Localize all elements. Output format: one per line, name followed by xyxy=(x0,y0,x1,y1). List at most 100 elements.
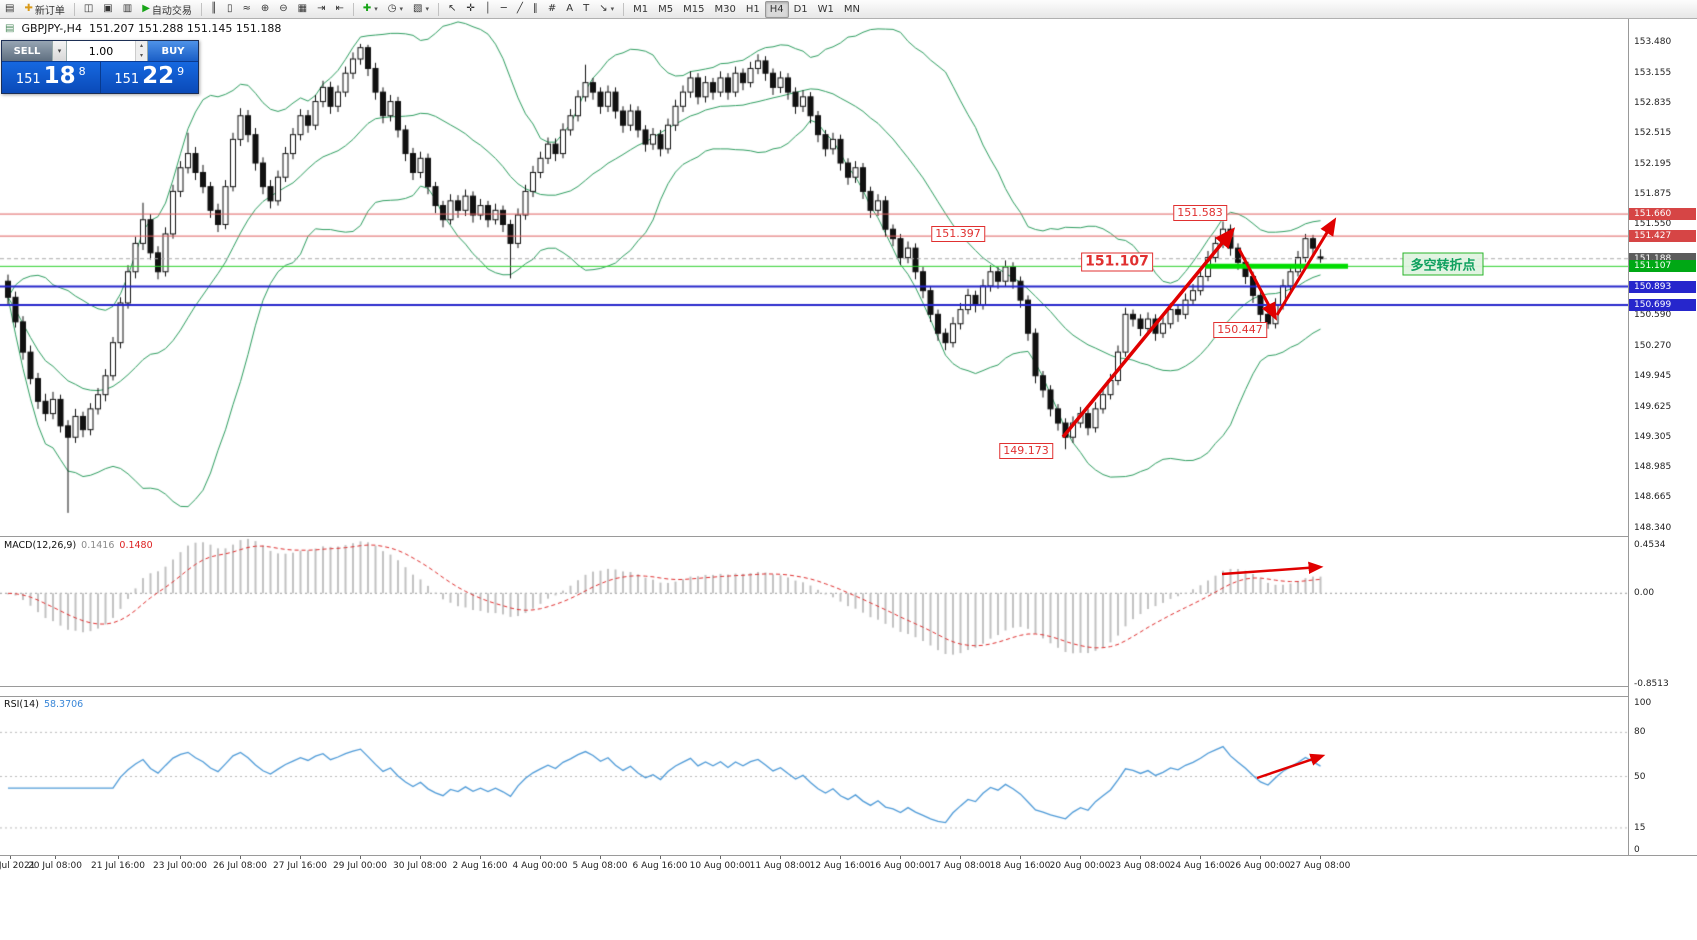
equidistant-channel-button[interactable]: ∥ xyxy=(528,1,543,18)
equidistant-channel-icon: ∥ xyxy=(532,3,538,14)
timeframe-w1-button[interactable]: W1 xyxy=(813,1,839,18)
chart-shift-button[interactable]: ⇤ xyxy=(330,1,348,18)
timeframe-d1-button[interactable]: D1 xyxy=(789,1,813,18)
toolbar-separator xyxy=(352,2,354,16)
tile-windows-button[interactable]: ▦ xyxy=(293,1,312,18)
cursor-icon: ↖ xyxy=(447,3,457,14)
timeframe-m30-button-label: M30 xyxy=(714,3,736,15)
turn-point-label[interactable]: 多空转折点 xyxy=(1402,252,1484,276)
ohlc-values: 151.207 151.288 151.145 151.188 xyxy=(88,22,282,35)
horizontal-line-button[interactable]: ─ xyxy=(496,1,512,18)
crosshair-button[interactable]: ✛ xyxy=(461,1,479,18)
time-label: 24 Aug 16:00 xyxy=(1169,861,1231,871)
timeframe-m30-button[interactable]: M30 xyxy=(709,1,740,18)
auto-scroll-button[interactable]: ⇥ xyxy=(312,1,330,18)
time-label: 29 Jul 00:00 xyxy=(333,861,387,871)
text-button[interactable]: A xyxy=(561,1,578,18)
new-order-icon: ✚ xyxy=(24,3,33,14)
time-tick xyxy=(780,856,781,859)
templates-button[interactable]: ▧ ▾ xyxy=(408,1,434,18)
volume-stepper[interactable]: ▴ ▾ xyxy=(135,41,147,61)
periods-button[interactable]: ◷ ▾ xyxy=(383,1,408,18)
vertical-line-button[interactable]: │ xyxy=(480,1,496,18)
trendline-button[interactable]: ╱ xyxy=(512,1,528,18)
time-tick xyxy=(540,856,541,859)
timeframe-m15-button-label: M15 xyxy=(683,3,705,15)
price-axis[interactable]: 153.480 153.155 152.835 152.515 152.195 151.8… xyxy=(1628,18,1697,855)
chevron-down-icon: ▾ xyxy=(425,5,429,13)
sell-button[interactable]: SELL xyxy=(2,41,52,61)
rsi-canvas[interactable] xyxy=(0,697,1628,855)
arrows-button[interactable]: ↘ ▾ xyxy=(594,1,619,18)
volume-input[interactable] xyxy=(67,41,135,61)
time-tick xyxy=(360,856,361,859)
zoom-out-button[interactable]: ⊖ xyxy=(274,1,292,18)
time-label: 20 Jul 08:00 xyxy=(28,861,82,871)
time-label: 17 Aug 08:00 xyxy=(929,861,991,871)
time-label: 5 Aug 08:00 xyxy=(572,861,628,871)
data-window-button[interactable]: ▣ xyxy=(98,1,117,18)
order-type-dropdown[interactable]: ▾ xyxy=(52,41,66,61)
vertical-line-icon: │ xyxy=(484,3,491,14)
time-tick xyxy=(480,856,481,859)
market-watch-button[interactable]: ◫ xyxy=(79,1,98,18)
panel-separator[interactable] xyxy=(0,696,1697,697)
chart-icon: ▤ xyxy=(5,23,15,34)
cursor-button[interactable]: ↖ xyxy=(443,1,461,18)
terminal-button[interactable]: ▥ xyxy=(118,1,137,18)
rsi-axis-tick: 80 xyxy=(1634,727,1646,738)
time-label: 27 Aug 08:00 xyxy=(1289,861,1351,871)
buy-button[interactable]: BUY xyxy=(148,41,198,61)
annotation-price-label[interactable]: 151.107 xyxy=(1081,252,1153,272)
timeframe-m15-button[interactable]: M15 xyxy=(678,1,709,18)
timeframe-m5-button-label: M5 xyxy=(658,3,674,15)
chart-header: ▤ GBPJPY-,H4 151.207 151.288 151.145 151… xyxy=(5,22,281,35)
auto-scroll-icon: ⇥ xyxy=(317,3,326,14)
time-tick xyxy=(180,856,181,859)
panel-separator[interactable] xyxy=(0,536,1697,537)
timeframe-h4-button[interactable]: H4 xyxy=(764,0,789,18)
fibonacci-button[interactable]: # xyxy=(543,1,561,18)
buy-price-display[interactable]: 151 22 9 xyxy=(99,62,198,93)
new-order-button[interactable]: ✚ 新订单 xyxy=(19,1,69,18)
volume-up-icon[interactable]: ▴ xyxy=(136,41,147,51)
label-button[interactable]: T xyxy=(578,1,594,18)
new-order-button-label: 新订单 xyxy=(34,5,65,17)
annotation-price-label[interactable]: 151.583 xyxy=(1173,205,1227,221)
candlestick-chart-button[interactable]: ▯ xyxy=(222,1,238,18)
chart-window-button[interactable]: ▤ xyxy=(0,1,19,18)
timeframe-h4-button-label: H4 xyxy=(769,3,784,15)
toolbar-separator xyxy=(623,2,625,16)
price-tick: 153.155 xyxy=(1634,67,1672,78)
timeframe-m1-button[interactable]: M1 xyxy=(628,1,653,18)
time-label: 26 Aug 00:00 xyxy=(1229,861,1291,871)
toolbar-separator xyxy=(73,2,75,16)
indicators-button[interactable]: ✚ ▾ xyxy=(358,1,383,18)
annotation-price-label[interactable]: 150.447 xyxy=(1213,322,1267,338)
annotation-price-label[interactable]: 151.397 xyxy=(931,226,985,242)
bar-chart-button[interactable]: ║ xyxy=(206,1,222,18)
time-tick xyxy=(1020,856,1021,859)
annotation-price-label[interactable]: 149.173 xyxy=(999,443,1053,459)
panel-separator[interactable] xyxy=(0,686,1697,687)
time-tick xyxy=(900,856,901,859)
time-tick xyxy=(118,856,119,859)
price-tick: 152.195 xyxy=(1634,158,1672,169)
timeframe-m5-button[interactable]: M5 xyxy=(653,1,678,18)
zoom-in-button[interactable]: ⊕ xyxy=(256,1,274,18)
volume-down-icon[interactable]: ▾ xyxy=(136,51,147,61)
line-chart-button[interactable]: ≈ xyxy=(237,1,255,18)
timeframe-mn-button-label: MN xyxy=(843,3,861,15)
chevron-down-icon: ▾ xyxy=(374,5,378,13)
time-tick xyxy=(720,856,721,859)
time-tick xyxy=(10,856,11,859)
macd-canvas[interactable] xyxy=(0,537,1628,686)
sell-price-display[interactable]: 151 18 8 xyxy=(2,62,100,93)
timeframe-h1-button[interactable]: H1 xyxy=(741,1,765,18)
auto-trading-button[interactable]: ▶ 自动交易 xyxy=(137,1,197,18)
timeframe-d1-button-label: D1 xyxy=(793,3,808,15)
timeframe-mn-button[interactable]: MN xyxy=(839,1,865,18)
main-chart-canvas[interactable] xyxy=(0,18,1628,536)
